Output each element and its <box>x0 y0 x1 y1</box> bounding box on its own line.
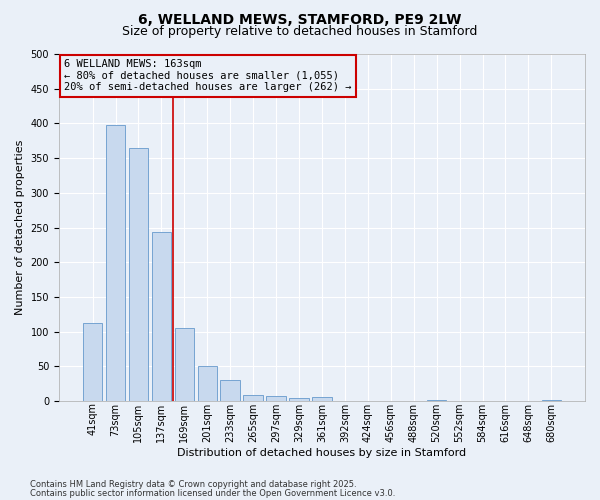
Text: Contains public sector information licensed under the Open Government Licence v3: Contains public sector information licen… <box>30 489 395 498</box>
Bar <box>220 380 240 401</box>
Text: 6 WELLAND MEWS: 163sqm
← 80% of detached houses are smaller (1,055)
20% of semi-: 6 WELLAND MEWS: 163sqm ← 80% of detached… <box>64 59 352 92</box>
Y-axis label: Number of detached properties: Number of detached properties <box>15 140 25 315</box>
Bar <box>542 400 561 401</box>
Text: Contains HM Land Registry data © Crown copyright and database right 2025.: Contains HM Land Registry data © Crown c… <box>30 480 356 489</box>
Text: 6, WELLAND MEWS, STAMFORD, PE9 2LW: 6, WELLAND MEWS, STAMFORD, PE9 2LW <box>139 12 461 26</box>
Text: Size of property relative to detached houses in Stamford: Size of property relative to detached ho… <box>122 25 478 38</box>
Bar <box>312 397 332 401</box>
Bar <box>289 398 309 401</box>
Bar <box>244 395 263 401</box>
Bar <box>128 148 148 401</box>
X-axis label: Distribution of detached houses by size in Stamford: Distribution of detached houses by size … <box>178 448 467 458</box>
Bar <box>83 322 103 401</box>
Bar <box>152 232 171 401</box>
Bar <box>427 400 446 401</box>
Bar <box>197 366 217 401</box>
Bar <box>106 126 125 401</box>
Bar <box>175 328 194 401</box>
Bar <box>266 396 286 401</box>
